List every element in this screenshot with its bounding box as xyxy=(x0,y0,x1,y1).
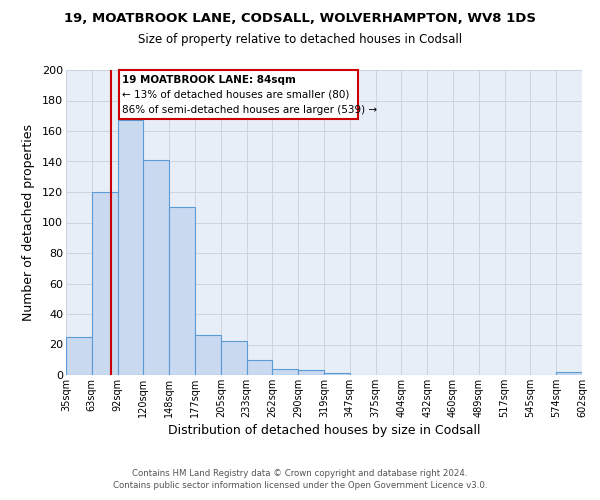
Bar xyxy=(298,370,324,375)
Text: 19 MOATBROOK LANE: 84sqm: 19 MOATBROOK LANE: 84sqm xyxy=(122,74,296,85)
Bar xyxy=(92,192,118,375)
Bar xyxy=(247,360,272,375)
Bar xyxy=(221,342,247,375)
Bar xyxy=(66,337,92,375)
Text: Size of property relative to detached houses in Codsall: Size of property relative to detached ho… xyxy=(138,32,462,46)
Text: Contains HM Land Registry data © Crown copyright and database right 2024.: Contains HM Land Registry data © Crown c… xyxy=(132,468,468,477)
Text: 86% of semi-detached houses are larger (539) →: 86% of semi-detached houses are larger (… xyxy=(122,105,377,115)
Bar xyxy=(118,120,143,375)
Text: 19, MOATBROOK LANE, CODSALL, WOLVERHAMPTON, WV8 1DS: 19, MOATBROOK LANE, CODSALL, WOLVERHAMPT… xyxy=(64,12,536,26)
Bar xyxy=(195,336,221,375)
Bar xyxy=(324,374,350,375)
Text: Contains public sector information licensed under the Open Government Licence v3: Contains public sector information licen… xyxy=(113,481,487,490)
Bar xyxy=(143,160,169,375)
X-axis label: Distribution of detached houses by size in Codsall: Distribution of detached houses by size … xyxy=(168,424,480,437)
Bar xyxy=(169,207,195,375)
FancyBboxPatch shape xyxy=(119,70,358,119)
Y-axis label: Number of detached properties: Number of detached properties xyxy=(22,124,35,321)
Bar xyxy=(272,369,298,375)
Bar xyxy=(556,372,582,375)
Text: ← 13% of detached houses are smaller (80): ← 13% of detached houses are smaller (80… xyxy=(122,90,350,100)
